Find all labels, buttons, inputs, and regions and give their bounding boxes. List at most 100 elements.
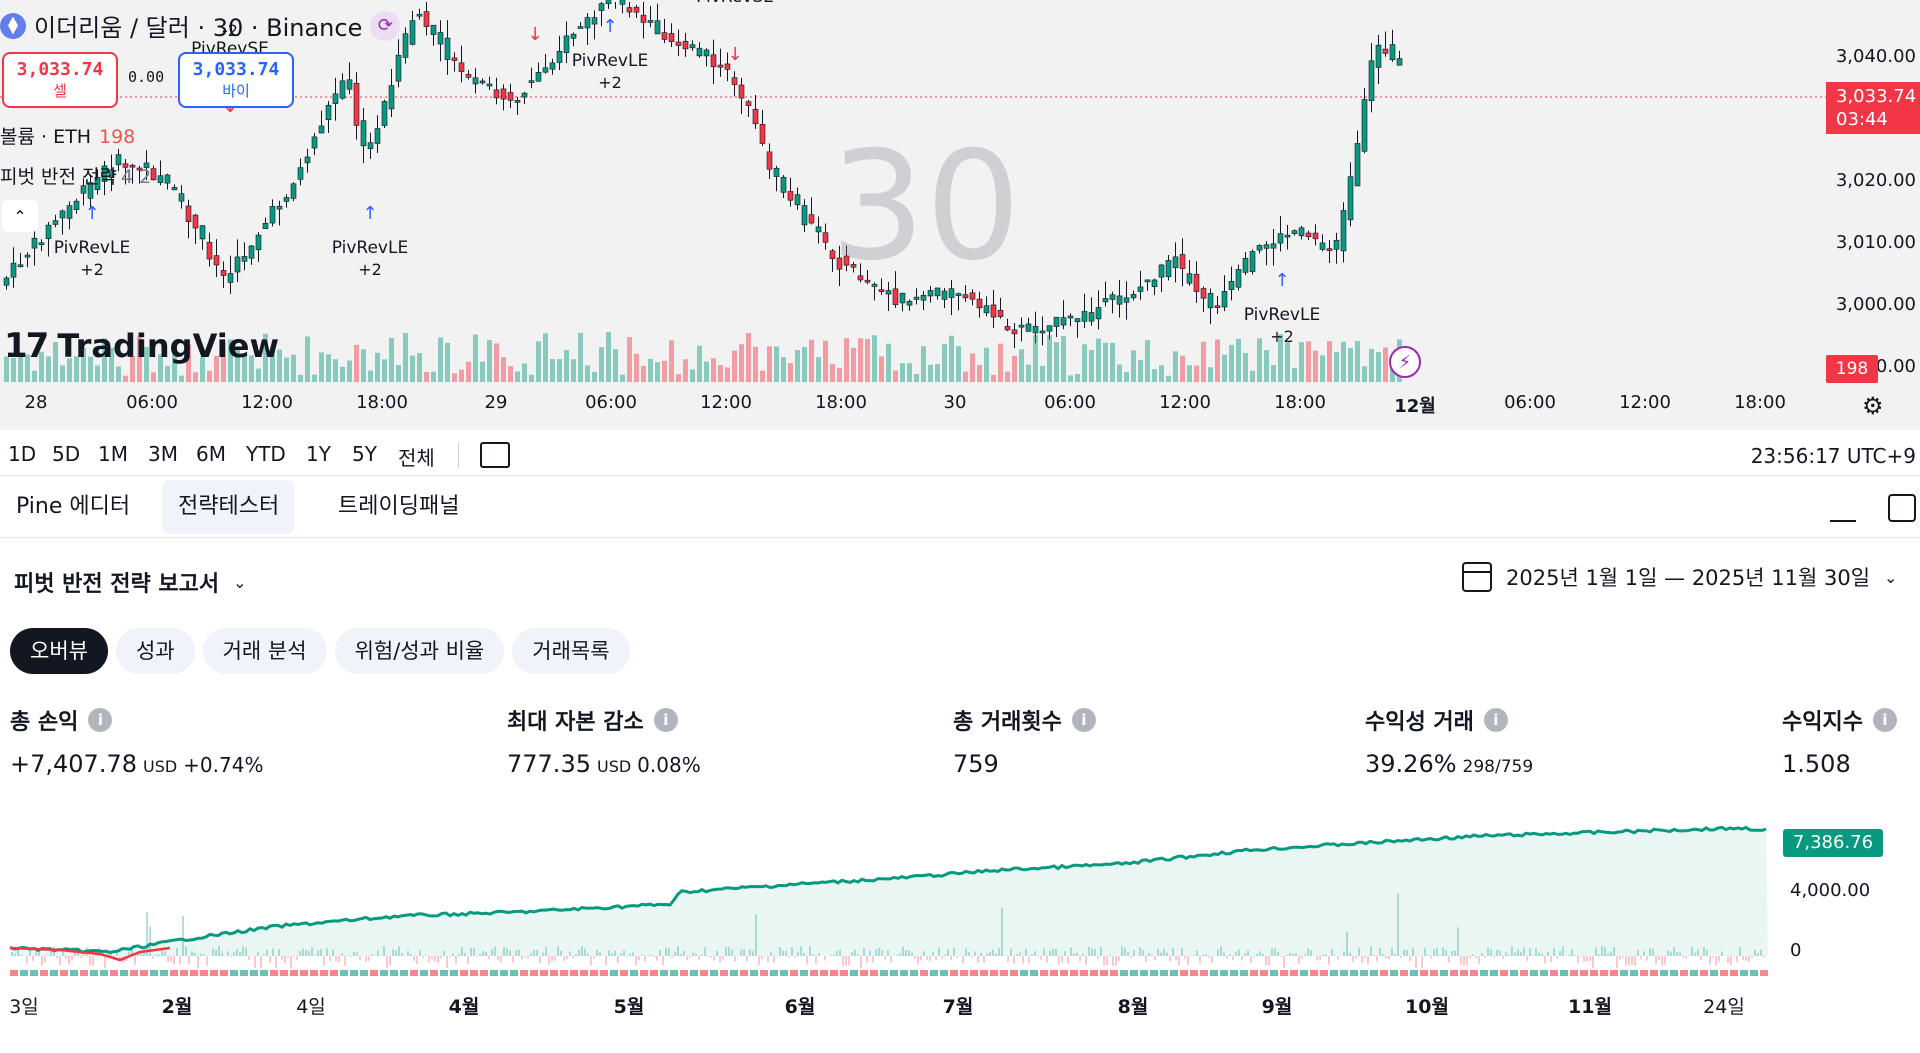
arrow-up-icon: ↑ (362, 203, 377, 224)
trade-marker (1220, 970, 1228, 976)
sell-button[interactable]: 3,033.74 셀 (2, 52, 118, 108)
equity-last-value-tag: 7,386.76 (1783, 829, 1883, 857)
minimize-panel-icon[interactable] (1830, 496, 1856, 522)
subtab-risk-ratios[interactable]: 위험/성과 비율 (334, 628, 505, 674)
subtab-overview[interactable]: 오버뷰 (10, 628, 108, 674)
volume-bar (53, 341, 58, 382)
volume-bar (249, 355, 254, 382)
metric-label: 최대 자본 감소 (507, 710, 644, 735)
volume-bar (1082, 344, 1087, 382)
range-button[interactable]: 5D (52, 442, 81, 466)
candle-body (94, 177, 101, 191)
candle-body (1354, 143, 1361, 187)
report-date-range[interactable]: 2025년 1월 1일 — 2025년 11월 30일 ⌄ (1462, 562, 1897, 592)
trade-marker (1690, 970, 1698, 976)
info-icon[interactable]: i (1483, 708, 1508, 732)
info-icon[interactable]: i (1071, 708, 1096, 732)
volume-bar (431, 371, 436, 382)
candle-body (1305, 232, 1312, 238)
volume-bar (858, 338, 863, 382)
volume-bar (1369, 348, 1374, 382)
equity-axis-label: 5월 (613, 996, 645, 1018)
candle-body (542, 67, 549, 73)
collapse-legend-button[interactable]: ⌃ (2, 200, 38, 232)
volume-bar (403, 332, 408, 382)
trade-marker (670, 970, 678, 976)
candle-body (948, 288, 955, 298)
chart-settings-icon[interactable]: ⚙ (1862, 392, 1884, 420)
chart-clock[interactable]: 23:56:17 UTC+9 (1750, 444, 1916, 468)
range-button[interactable]: 6M (196, 442, 226, 466)
time-axis[interactable]: 28 06:00 12:00 18:00 29 06:00 12:00 18:00 30 06:0… (0, 392, 1920, 422)
buy-button[interactable]: 3,033.74 바이 (178, 52, 294, 108)
tab-pine-editor[interactable]: Pine 에디터 (16, 494, 131, 519)
info-icon[interactable]: i (88, 708, 113, 732)
candle-body (1291, 230, 1298, 234)
candle-body (374, 128, 381, 144)
volume-bar (536, 341, 541, 382)
candle-body (1228, 281, 1235, 290)
tab-strategy-tester[interactable]: 전략테스터 (162, 480, 296, 534)
equity-chart[interactable] (0, 820, 1780, 980)
info-icon[interactable]: i (653, 708, 678, 732)
volume-bar (837, 367, 842, 382)
info-icon[interactable]: i (1872, 708, 1897, 732)
candlestick-chart[interactable]: ↑ PivRevLE +2 ↓ PivRevSE -2 ↑ PivRevLE +2 ↓ PivRev… (0, 0, 1826, 390)
volume-bar (74, 356, 79, 382)
volume-bar (228, 339, 233, 382)
lightning-icon[interactable]: ⚡ (1389, 346, 1421, 378)
subtab-trade-list[interactable]: 거래목록 (512, 628, 630, 674)
tab-trading-panel[interactable]: 트레이딩패널 (338, 494, 460, 519)
volume-bar (578, 332, 583, 382)
chart-pane[interactable]: ↑ PivRevLE +2 ↓ PivRevSE -2 ↑ PivRevLE +2 ↓ PivRev… (0, 0, 1920, 430)
metric-percent: +0.74% (183, 753, 264, 777)
candle-body (1151, 279, 1158, 287)
time-axis-label: 18:00 (815, 392, 867, 413)
strategy-legend[interactable]: 피벗 반전 전략 4 2 (0, 162, 151, 189)
volume-bar (1187, 365, 1192, 382)
trade-marker (40, 970, 48, 976)
volume-bar (1019, 349, 1024, 382)
tradingview-logo[interactable]: 17 TradingView (4, 326, 279, 366)
range-button[interactable]: 1D (8, 442, 37, 466)
range-button[interactable]: 5Y (352, 442, 377, 466)
volume-bar (333, 359, 338, 382)
trade-marker (270, 970, 278, 976)
trade-marker (200, 970, 208, 976)
symbol-title[interactable]: 이더리움 / 달러 · 30 · Binance ⟳ (0, 8, 401, 43)
range-button[interactable]: 1M (98, 442, 128, 466)
volume-bar (186, 344, 191, 382)
trade-marker (510, 970, 518, 976)
calendar-range-icon[interactable] (480, 442, 510, 468)
volume-legend[interactable]: 볼륨 · ETH 198 (0, 122, 135, 149)
time-axis-label: 18:00 (1274, 392, 1326, 413)
range-button[interactable]: 1Y (306, 442, 331, 466)
candle-body (24, 254, 31, 258)
candle-body (717, 64, 724, 68)
arrow-down-icon: ↓ (527, 24, 542, 45)
candle-body (220, 270, 227, 276)
maximize-panel-icon[interactable] (1888, 494, 1916, 522)
volume-bar (39, 351, 44, 382)
candle-body (1109, 294, 1116, 300)
subtab-performance[interactable]: 성과 (115, 628, 195, 674)
subtab-trade-analysis[interactable]: 거래 분석 (202, 628, 327, 674)
equity-axis-label: 9월 (1261, 996, 1293, 1018)
volume-bar (1117, 364, 1122, 382)
range-button[interactable]: 3M (148, 442, 178, 466)
volume-bar (599, 347, 604, 382)
time-axis-label: 12월 (1394, 396, 1436, 417)
range-button[interactable]: YTD (246, 442, 286, 466)
share-icon[interactable]: ⟳ (370, 10, 401, 41)
volume-bar (354, 344, 359, 382)
range-button[interactable]: 전체 (398, 446, 435, 470)
volume-bar (641, 365, 646, 382)
candle-body (1207, 293, 1214, 309)
report-title-dropdown[interactable]: 피벗 반전 전략 보고서 ⌄ (14, 566, 247, 598)
metric-percent: 0.08% (637, 753, 701, 777)
trade-marker (220, 970, 228, 976)
volume-bar (606, 332, 611, 382)
trade-marker (1470, 970, 1478, 976)
candle-body (493, 89, 500, 99)
price-axis[interactable]: 3,040.00 3,020.00 3,010.00 3,000.00 0.00 (1826, 0, 1920, 390)
